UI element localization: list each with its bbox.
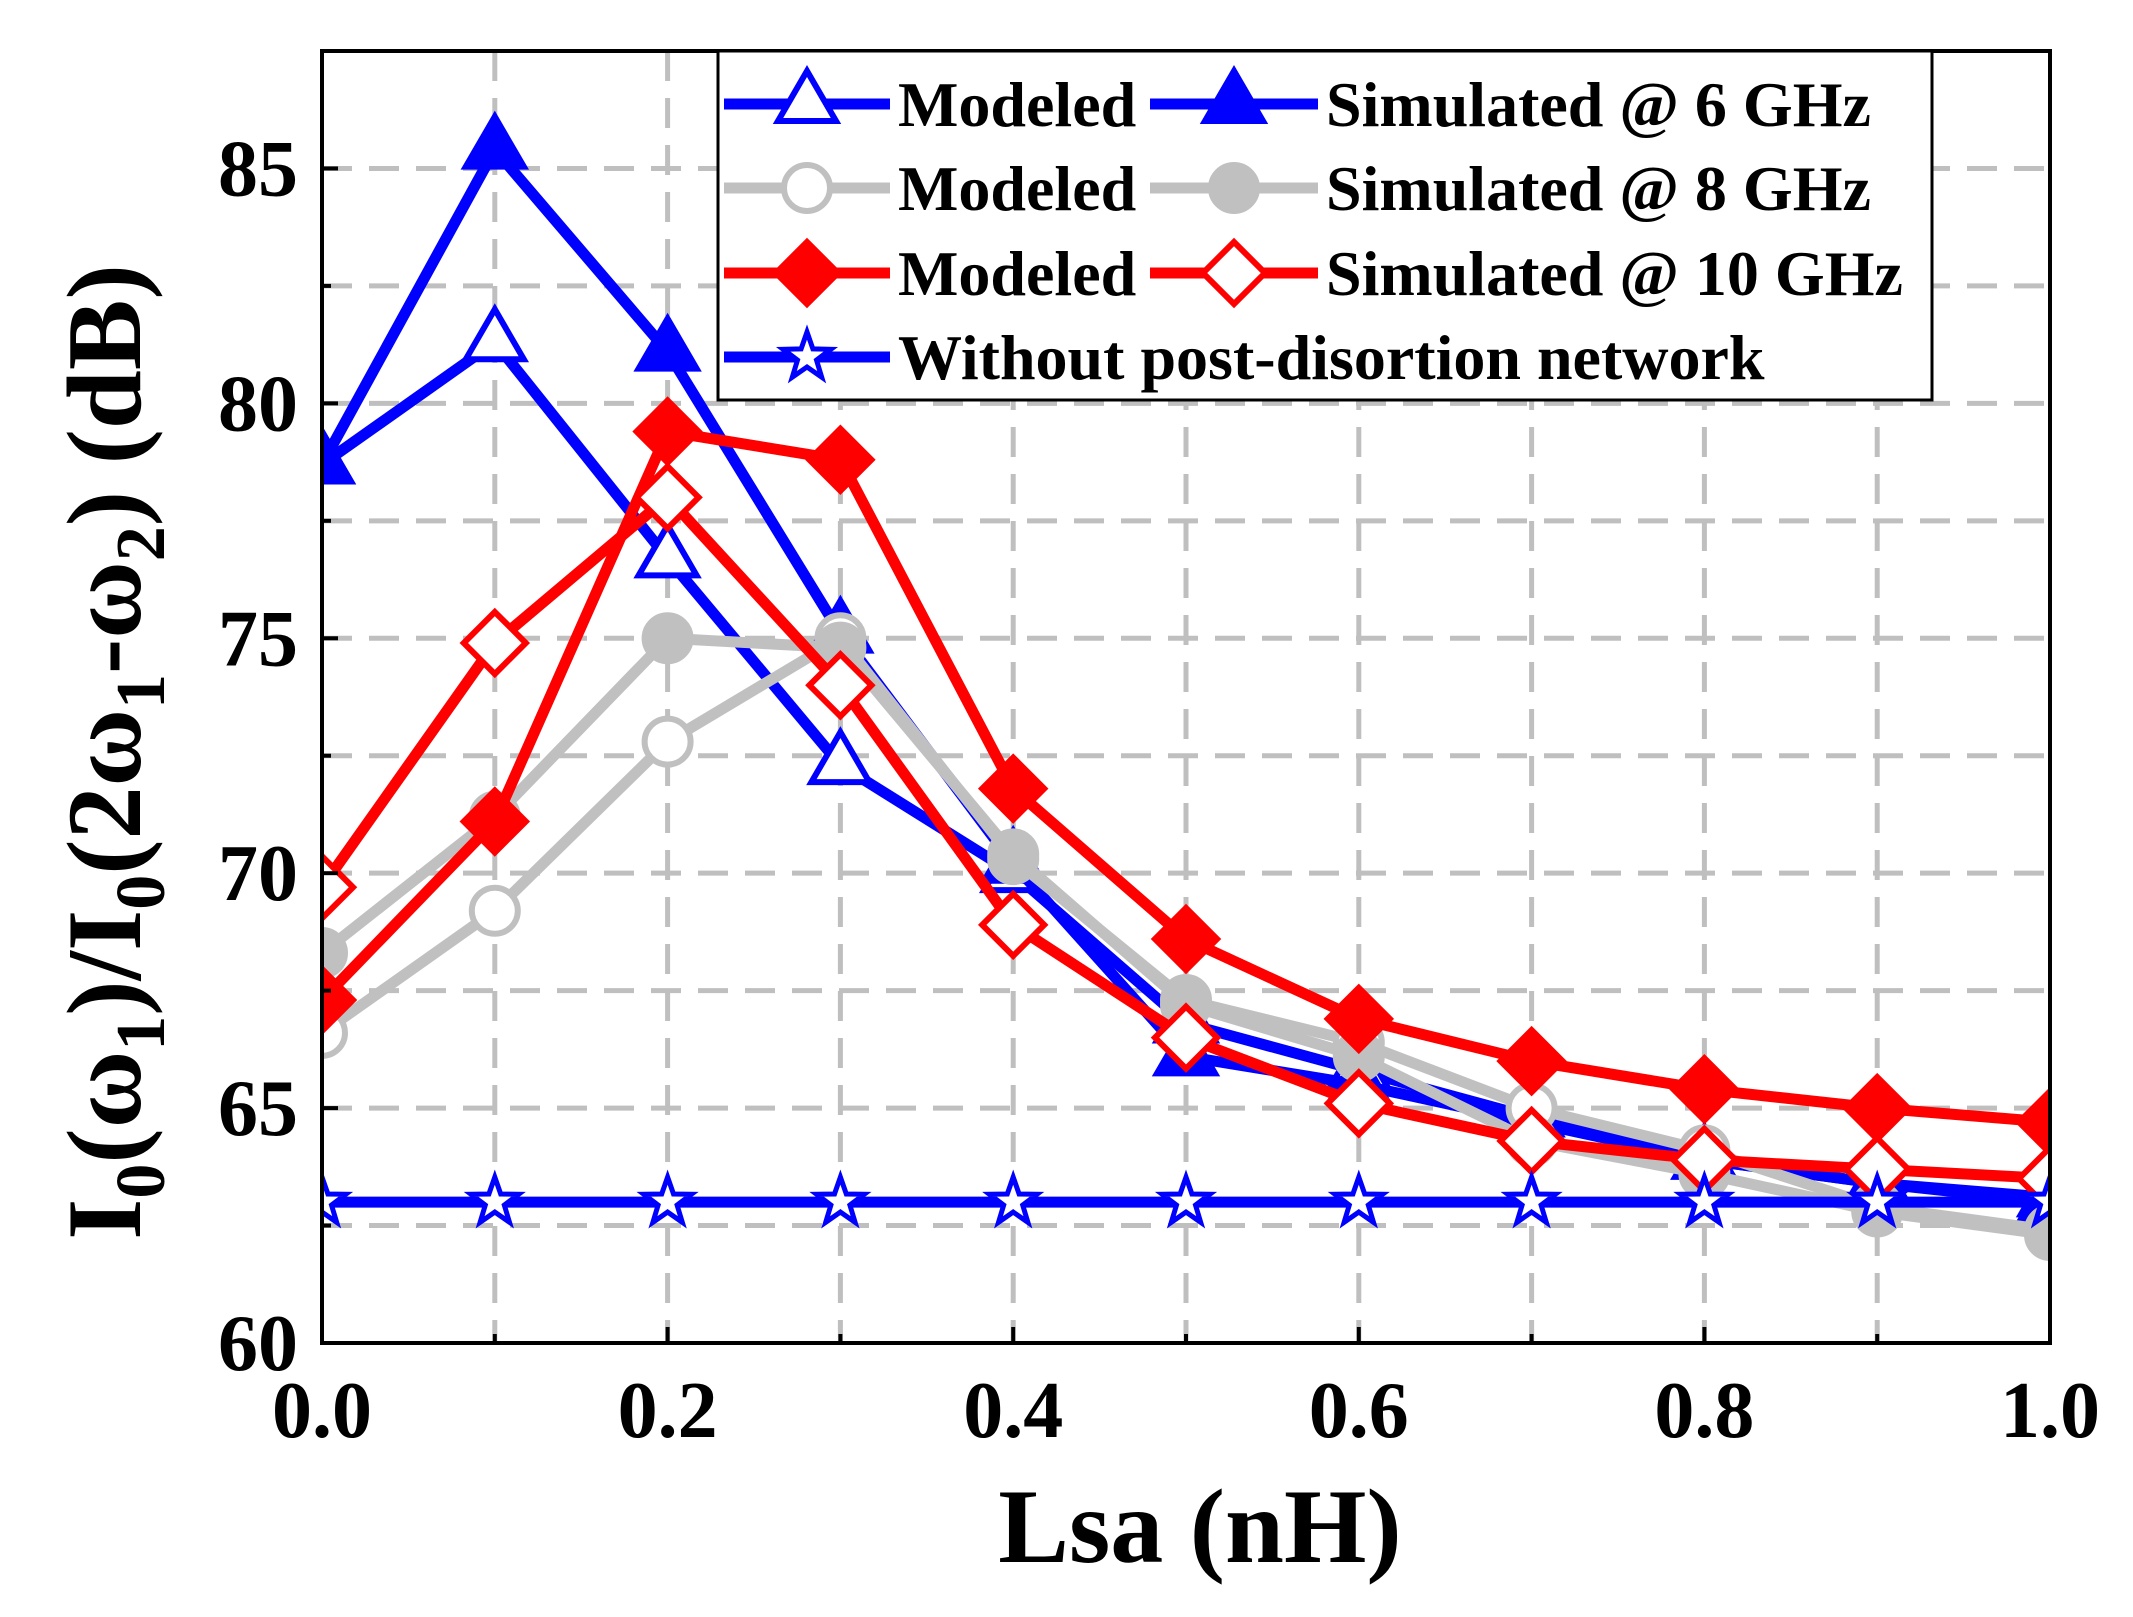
- series-4-point-0: [322, 927, 348, 980]
- series-1-point-2: [633, 519, 702, 579]
- legend-diamond-marker-icon: [771, 237, 843, 309]
- plot-area: [322, 110, 2050, 1261]
- legend-entry-3: Modeled: [724, 153, 1136, 224]
- legend-entry-6: Simulated @ 10 GHz: [1150, 237, 1903, 309]
- legend-entry-2: Simulated @ 6 GHz: [1150, 65, 1871, 140]
- y-axis-title-subscript: 0: [103, 875, 180, 910]
- x-tick-label: 0.0: [272, 1367, 372, 1455]
- y-axis-title-part: (ω: [46, 1051, 163, 1164]
- series-2-point-0: [322, 425, 357, 485]
- y-axis-title-part: )/I: [46, 910, 163, 1016]
- series-5-point-3: [805, 424, 876, 495]
- series-7-point-9: [1846, 1169, 1909, 1229]
- y-axis-title: I0(ω1)/I0(2ω1-ω2) (dB): [46, 264, 180, 1240]
- y-axis-title-subscript: 1: [103, 1016, 180, 1051]
- legend-entry-1: Modeled: [724, 65, 1136, 140]
- series-5-point-6: [1323, 983, 1395, 1055]
- legend-triangle-marker-icon: [772, 65, 842, 124]
- legend-label: Simulated @ 10 GHz: [1326, 238, 1903, 309]
- series-5-point-2: [632, 396, 703, 467]
- series-6-point-1: [459, 607, 531, 679]
- series-5-point-10: [2014, 1086, 2050, 1158]
- legend-diamond-marker-icon: [1198, 237, 1270, 309]
- legend-star-marker-icon: [775, 324, 839, 384]
- x-tick-label: 0.6: [1309, 1367, 1409, 1455]
- series-2-point-2: [633, 312, 702, 372]
- series-4-point-4: [987, 828, 1040, 881]
- y-tick-label: 70: [218, 830, 298, 918]
- series-7-point-1: [463, 1169, 526, 1229]
- series-6-point-2: [632, 462, 703, 533]
- legend-label: Modeled: [898, 153, 1136, 224]
- series-2-point-1: [460, 110, 530, 170]
- legend-label: Modeled: [898, 69, 1136, 140]
- y-tick-label: 80: [218, 360, 298, 448]
- series-1-point-3: [806, 726, 875, 786]
- series-7-point-10: [2018, 1169, 2050, 1229]
- legend-triangle-marker-icon: [1199, 65, 1269, 124]
- series-7-point-0: [322, 1169, 354, 1229]
- series-5-point-0: [322, 964, 358, 1036]
- series-6: [322, 462, 2050, 1214]
- series-4-point-2: [641, 612, 694, 665]
- legend-label: Modeled: [898, 238, 1136, 309]
- y-axis-title-subscript: 2: [103, 526, 180, 561]
- series-7-point-5: [1154, 1169, 1218, 1229]
- series-6-point-4: [977, 889, 1049, 961]
- series-7-point-8: [1673, 1169, 1736, 1229]
- y-axis-title-part: ) (dB): [46, 264, 163, 526]
- series-7-point-4: [982, 1169, 1045, 1229]
- series-7: [322, 1169, 2050, 1229]
- x-tick-label: 0.2: [618, 1367, 718, 1455]
- legend-label: Simulated @ 8 GHz: [1326, 153, 1871, 224]
- legend-entry-5: Modeled: [724, 237, 1136, 309]
- legend-entry-7: Without post-disortion network: [724, 322, 1765, 393]
- series-7-point-3: [809, 1169, 872, 1229]
- y-axis-title-subscript: 0: [103, 1164, 180, 1199]
- legend-box: [716, 49, 1934, 402]
- series-5-point-8: [1669, 1054, 1740, 1125]
- series-5-point-1: [459, 786, 531, 857]
- series-7-point-2: [636, 1169, 699, 1229]
- x-tick-label: 0.8: [1654, 1367, 1754, 1455]
- series-1-point-1: [460, 303, 530, 363]
- series-6-point-5: [1150, 1002, 1222, 1073]
- series-3-point-2: [641, 715, 694, 768]
- y-axis-title-part: (2ω: [46, 709, 163, 875]
- legend-circle-marker-icon: [781, 162, 833, 214]
- x-tick-label: 1.0: [2000, 1367, 2100, 1455]
- legend-entry-4: Simulated @ 8 GHz: [1150, 153, 1871, 224]
- series-6-point-6: [1323, 1068, 1395, 1139]
- series-3-point-1: [468, 884, 521, 937]
- x-tick-label: 0.4: [963, 1367, 1063, 1455]
- y-tick-label: 85: [218, 125, 298, 213]
- series-7-point-6: [1327, 1169, 1390, 1229]
- legend-label: Without post-disortion network: [898, 322, 1765, 393]
- legend-label: Simulated @ 6 GHz: [1326, 69, 1871, 140]
- y-tick-label: 75: [218, 595, 298, 683]
- series-5-point-5: [1150, 903, 1222, 975]
- y-tick-label: 60: [218, 1300, 298, 1388]
- axes: 0.0 0.2 0.4 0.6 0.8 1.0 60 65 70 75 80 85: [218, 49, 2100, 1455]
- x-axis-title: Lsa (nH): [998, 1468, 1401, 1585]
- legend-circle-marker-icon: [1208, 162, 1260, 214]
- series-5-point-4: [977, 753, 1049, 824]
- series-5-point-9: [1841, 1072, 1913, 1144]
- series-6-point-3: [805, 650, 876, 721]
- series-5: [322, 396, 2050, 1158]
- series-5-point-7: [1496, 1025, 1567, 1097]
- series-7-point-7: [1500, 1169, 1563, 1229]
- y-tick-label: 65: [218, 1065, 298, 1153]
- y-axis-title-subscript: 1: [103, 674, 180, 709]
- y-axis-title-part: -ω: [46, 561, 163, 674]
- legend: Modeled Simulated @ 6 GHz Modeled Simulated…: [716, 49, 1934, 402]
- y-axis-title-part: I: [46, 1199, 163, 1240]
